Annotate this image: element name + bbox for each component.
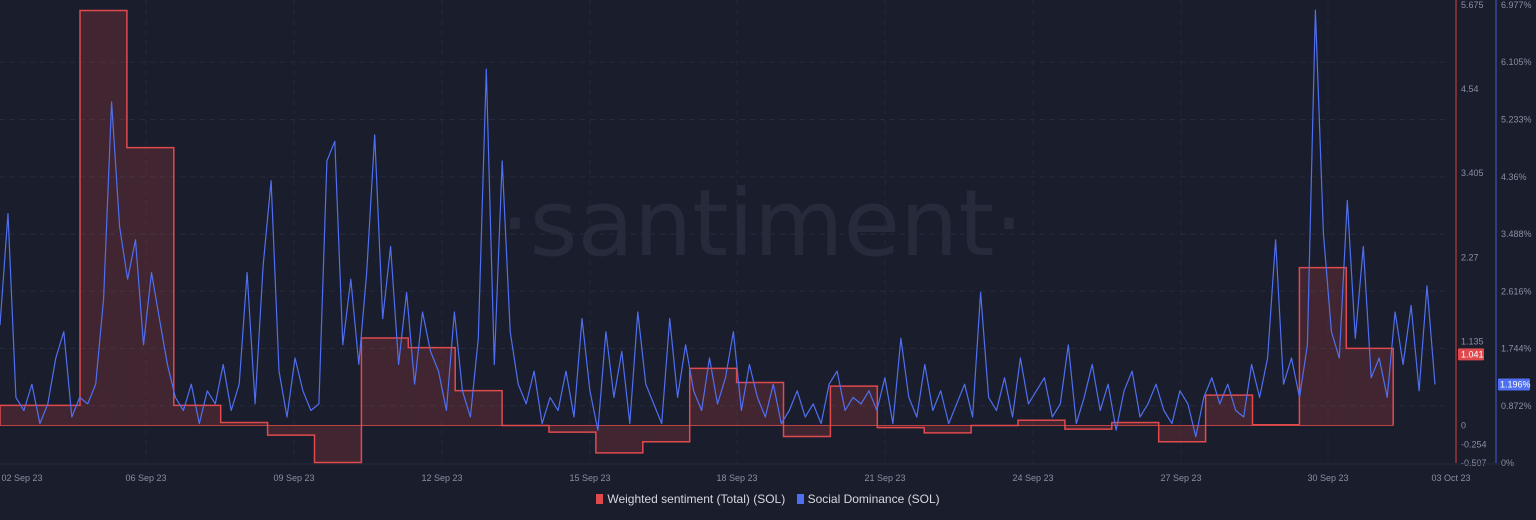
y-right-tick: 1.744%: [1501, 344, 1532, 354]
x-tick: 18 Sep 23: [716, 473, 757, 483]
gridlines: [0, 0, 1448, 463]
sentiment-step: [80, 10, 127, 426]
sentiment-line: [0, 9, 1394, 464]
legend: Weighted sentiment (Total) (SOL) Social …: [0, 492, 1536, 507]
y-right-tick: 6.105%: [1501, 57, 1532, 67]
y-right-tick: 4.36%: [1501, 172, 1527, 182]
y-left-tick: 1.135: [1461, 336, 1484, 346]
sentiment-step: [314, 425, 362, 463]
sentiment-step: [0, 405, 80, 426]
y-right-tick: 3.488%: [1501, 229, 1532, 239]
sentiment-step: [267, 425, 315, 436]
sentiment-step: [1111, 422, 1159, 426]
sentiment-step: [877, 425, 925, 428]
y-left-tick: 4.54: [1461, 84, 1479, 94]
x-tick: 24 Sep 23: [1012, 473, 1053, 483]
watermark: ·santiment·: [500, 170, 1023, 277]
y-right-tick: 0%: [1501, 458, 1514, 468]
y-left-tick: 2.27: [1461, 252, 1479, 262]
x-tick: 09 Sep 23: [273, 473, 314, 483]
legend-label: Weighted sentiment (Total) (SOL): [607, 492, 786, 506]
sentiment-step: [1018, 420, 1065, 426]
sentiment-step: [595, 425, 643, 453]
y-left-tick: 5.675: [1461, 0, 1484, 10]
dominance-value-badge: [1498, 378, 1530, 391]
sentiment-value-label: 1.041: [1461, 349, 1484, 359]
legend-item-dominance[interactable]: Social Dominance (SOL): [796, 492, 940, 506]
y-right-tick: 6.977%: [1501, 0, 1532, 10]
legend-swatch-sentiment: [596, 494, 604, 504]
sentiment-step: [1158, 425, 1206, 442]
x-tick: 30 Sep 23: [1307, 473, 1348, 483]
y-left-tick: -0.507: [1461, 458, 1487, 468]
x-tick: 21 Sep 23: [864, 473, 905, 483]
sentiment-step: [1299, 267, 1347, 426]
x-tick: 15 Sep 23: [569, 473, 610, 483]
sentiment-step: [830, 386, 878, 426]
x-tick: 27 Sep 23: [1160, 473, 1201, 483]
sentiment-step: [361, 338, 409, 426]
axes: 6.977% 6.105% 5.233% 4.36% 3.488% 2.616% 1.744…: [0, 0, 1532, 483]
sentiment-step: [642, 425, 690, 442]
y-left-tick: 3.405: [1461, 168, 1484, 178]
dominance-series: [0, 9, 1436, 438]
sentiment-step: [783, 425, 831, 437]
y-right-tick: 0.872%: [1501, 401, 1532, 411]
sentiment-step: [220, 422, 268, 426]
y-left-tick: 0: [1461, 420, 1466, 430]
sentiment-step: [924, 425, 972, 433]
x-tick: 12 Sep 23: [421, 473, 462, 483]
x-tick: 03 Oct 23: [1431, 473, 1470, 483]
chart: ·santiment· 6.977% 6.105% 5.233% 4.36% 3.488…: [0, 0, 1532, 483]
sentiment-step: [1205, 395, 1253, 426]
y-right-tick: 5.233%: [1501, 114, 1532, 124]
legend-swatch-dominance: [796, 494, 804, 504]
sentiment-step: [549, 425, 596, 433]
legend-item-sentiment[interactable]: Weighted sentiment (Total) (SOL): [596, 492, 785, 506]
sentiment-step: [1064, 425, 1112, 430]
sentiment-step: [408, 347, 456, 426]
sentiment-step: [455, 390, 503, 426]
x-tick: 06 Sep 23: [125, 473, 166, 483]
sentiment-value-badge: [1458, 348, 1484, 361]
x-tick: 02 Sep 23: [1, 473, 42, 483]
dominance-line: [0, 9, 1436, 438]
dominance-value-label: 1.196%: [1500, 379, 1531, 389]
y-left-tick: -0.254: [1461, 439, 1487, 449]
legend-label: Social Dominance (SOL): [807, 492, 940, 506]
y-right-tick: 2.616%: [1501, 286, 1532, 296]
